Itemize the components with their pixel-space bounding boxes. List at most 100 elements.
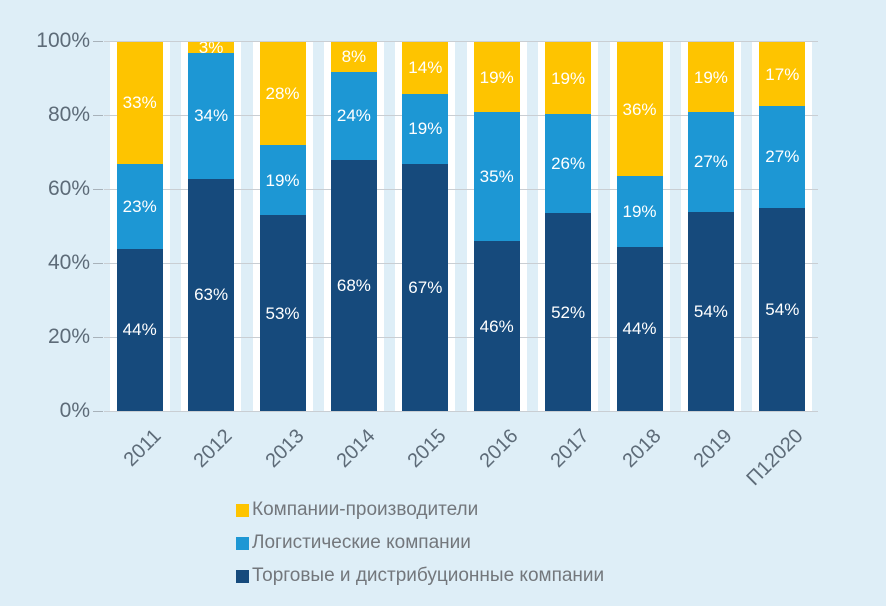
x-axis-label: 2015 <box>403 425 451 473</box>
bar-segment: 26% <box>545 114 592 214</box>
data-label: 19% <box>479 67 514 87</box>
bar-segment: 34% <box>188 53 235 179</box>
data-label: 8% <box>341 47 367 67</box>
data-label: 33% <box>122 93 157 113</box>
bar-segment: 17% <box>759 42 806 106</box>
legend-item: Логистические компании <box>236 533 604 553</box>
gridline <box>104 41 818 42</box>
bar-segment: 44% <box>116 248 163 411</box>
legend-swatch <box>236 569 249 583</box>
gridline <box>104 189 818 190</box>
bar-segment: 19% <box>616 176 663 247</box>
x-axis-label: 2011 <box>119 425 166 471</box>
stacked-bar-2017: 19% 26% 52% <box>545 42 592 411</box>
plot-area: 100% 80% 60% 40% 20% 0% 33% 23% 44% 2011 3% 34% 63% 2… <box>36 29 818 490</box>
legend-swatch <box>236 536 249 550</box>
data-label: 54% <box>693 301 728 321</box>
bar-segment: 27% <box>759 106 806 208</box>
y-axis-label: 20% <box>47 325 90 348</box>
data-label: 63% <box>194 285 229 305</box>
stacked-bar-2019: 19% 27% 54% <box>687 42 734 411</box>
data-label: 27% <box>765 147 800 167</box>
x-axis-label: 2017 <box>546 425 594 473</box>
data-label: 23% <box>122 196 157 216</box>
bar-segment: 63% <box>188 178 235 411</box>
bar-segment: 54% <box>687 211 734 411</box>
bar-segment: 35% <box>473 112 520 242</box>
data-label: 54% <box>765 299 800 319</box>
data-label: 68% <box>336 276 371 296</box>
y-axis-label: 0% <box>59 399 90 422</box>
data-label: 53% <box>265 303 300 323</box>
legend-label: Торговые и дистрибуционные компании <box>252 565 605 586</box>
y-axis-tick <box>93 189 103 190</box>
data-label: 35% <box>479 167 514 187</box>
data-label: 27% <box>693 152 728 172</box>
stacked-bar-2018: 36% 19% 44% <box>616 42 663 411</box>
legend-swatch <box>236 503 249 517</box>
bar-segment: 23% <box>116 163 163 249</box>
bar-segment: 28% <box>259 42 306 146</box>
data-label: 46% <box>479 316 514 336</box>
data-label: 19% <box>408 119 443 139</box>
legend-label: Логистические компании <box>252 532 471 553</box>
y-axis-tick <box>93 115 103 116</box>
x-axis-label: 2012 <box>189 425 237 473</box>
data-label: 19% <box>693 67 728 87</box>
bar-segment: 53% <box>259 215 306 411</box>
data-label: 67% <box>408 277 443 297</box>
data-label: 19% <box>622 202 657 222</box>
x-axis-label: 2016 <box>475 425 523 473</box>
stacked-bar-2014: 8% 24% 68% <box>330 42 377 411</box>
legend-label: Компании-производители <box>252 499 479 520</box>
data-label: 44% <box>122 320 157 340</box>
x-axis-label: 2014 <box>332 425 380 473</box>
data-label: 28% <box>265 84 300 104</box>
stacked-bar-П12020: 17% 27% 54% <box>759 42 806 411</box>
data-label: 36% <box>622 99 657 119</box>
bar-segment: 19% <box>545 42 592 115</box>
stacked-bar-2011: 33% 23% 44% <box>116 42 163 411</box>
x-axis-label: П12020 <box>742 425 808 491</box>
y-axis-tick <box>93 337 103 338</box>
bar-segment: 14% <box>402 42 449 94</box>
bar-segment: 8% <box>330 42 377 72</box>
bar-segment: 67% <box>402 163 449 411</box>
bar-segment: 19% <box>687 42 734 113</box>
bar-segment: 27% <box>687 112 734 212</box>
data-label: 26% <box>551 154 586 174</box>
data-label: 14% <box>408 58 443 78</box>
legend-item: Торговые и дистрибуционные компании <box>236 566 604 586</box>
stacked-bar-2012: 3% 34% 63% <box>188 38 235 411</box>
bar-segment: 19% <box>259 145 306 216</box>
bar-segment: 36% <box>616 42 663 177</box>
data-label: 44% <box>622 319 657 339</box>
x-axis-label: 2013 <box>261 425 309 473</box>
data-label: 34% <box>194 106 229 126</box>
legend-item: Компании-производители <box>236 500 604 520</box>
bar-segment: 3% <box>188 38 235 58</box>
data-label: 19% <box>265 170 300 190</box>
gridline <box>104 115 818 116</box>
stacked-bar-2013: 28% 19% 53% <box>259 42 306 411</box>
gridline <box>104 337 818 338</box>
y-axis-label: 60% <box>47 177 90 200</box>
y-axis-tick <box>93 41 103 42</box>
data-label: 17% <box>765 64 800 84</box>
stacked-bar-2016: 19% 35% 46% <box>473 42 520 411</box>
y-axis-label: 100% <box>36 29 90 52</box>
y-axis-tick <box>93 411 103 412</box>
data-label: 3% <box>198 38 224 58</box>
chart-legend: Компании-производители Логистические комп… <box>236 500 604 599</box>
y-axis-tick <box>93 263 103 264</box>
data-label: 24% <box>336 106 371 126</box>
x-axis-label: 2018 <box>618 425 666 473</box>
gridline <box>104 263 818 264</box>
y-axis-label: 40% <box>47 251 90 274</box>
bar-segment: 24% <box>330 71 377 161</box>
bar-segment: 19% <box>473 42 520 113</box>
stacked-bar-2015: 14% 19% 67% <box>402 42 449 411</box>
bar-segment: 33% <box>116 42 163 164</box>
bar-segment: 46% <box>473 241 520 411</box>
